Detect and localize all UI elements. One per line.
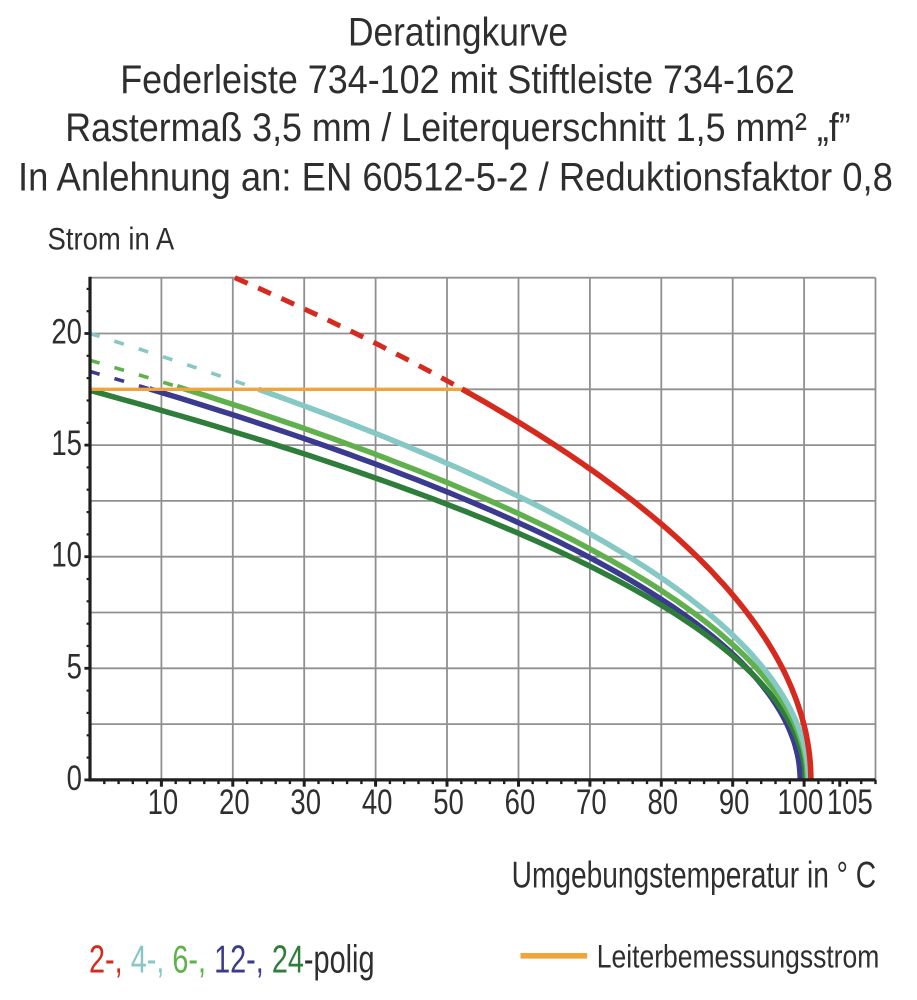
svg-text:Umgebungstemperatur in ° C: Umgebungstemperatur in ° C: [512, 855, 876, 897]
svg-text:10: 10: [51, 534, 82, 574]
svg-text:10: 10: [148, 781, 179, 821]
svg-text:5: 5: [67, 646, 82, 686]
svg-text:40: 40: [362, 781, 393, 821]
svg-text:80: 80: [647, 781, 678, 821]
svg-text:Leiterbemessungsstrom: Leiterbemessungsstrom: [597, 939, 879, 975]
svg-text:Rastermaß 3,5 mm / Leiterquers: Rastermaß 3,5 mm / Leiterquerschnitt 1,5…: [65, 106, 850, 150]
svg-text:Strom in A: Strom in A: [48, 222, 175, 257]
svg-text:20: 20: [219, 781, 250, 821]
svg-text:30: 30: [290, 781, 321, 821]
svg-text:90: 90: [719, 781, 750, 821]
svg-text:Federleiste 734-102 mit Stiftl: Federleiste 734-102 mit Stiftleiste 734-…: [120, 58, 795, 102]
svg-text:20: 20: [51, 311, 82, 351]
svg-text:0: 0: [67, 758, 82, 798]
svg-text:70: 70: [576, 781, 607, 821]
svg-text:15: 15: [51, 423, 82, 463]
svg-text:105: 105: [827, 781, 873, 821]
svg-text:In Anlehnung an: EN 60512-5-2: In Anlehnung an: EN 60512-5-2 / Reduktio…: [18, 155, 893, 200]
svg-text:60: 60: [505, 781, 536, 821]
svg-text:2-, 4-, 6-, 12-, 24-polig: 2-, 4-, 6-, 12-, 24-polig: [89, 938, 374, 981]
svg-text:100: 100: [777, 781, 823, 821]
svg-text:Deratingkurve: Deratingkurve: [348, 9, 568, 54]
svg-text:50: 50: [433, 781, 464, 821]
